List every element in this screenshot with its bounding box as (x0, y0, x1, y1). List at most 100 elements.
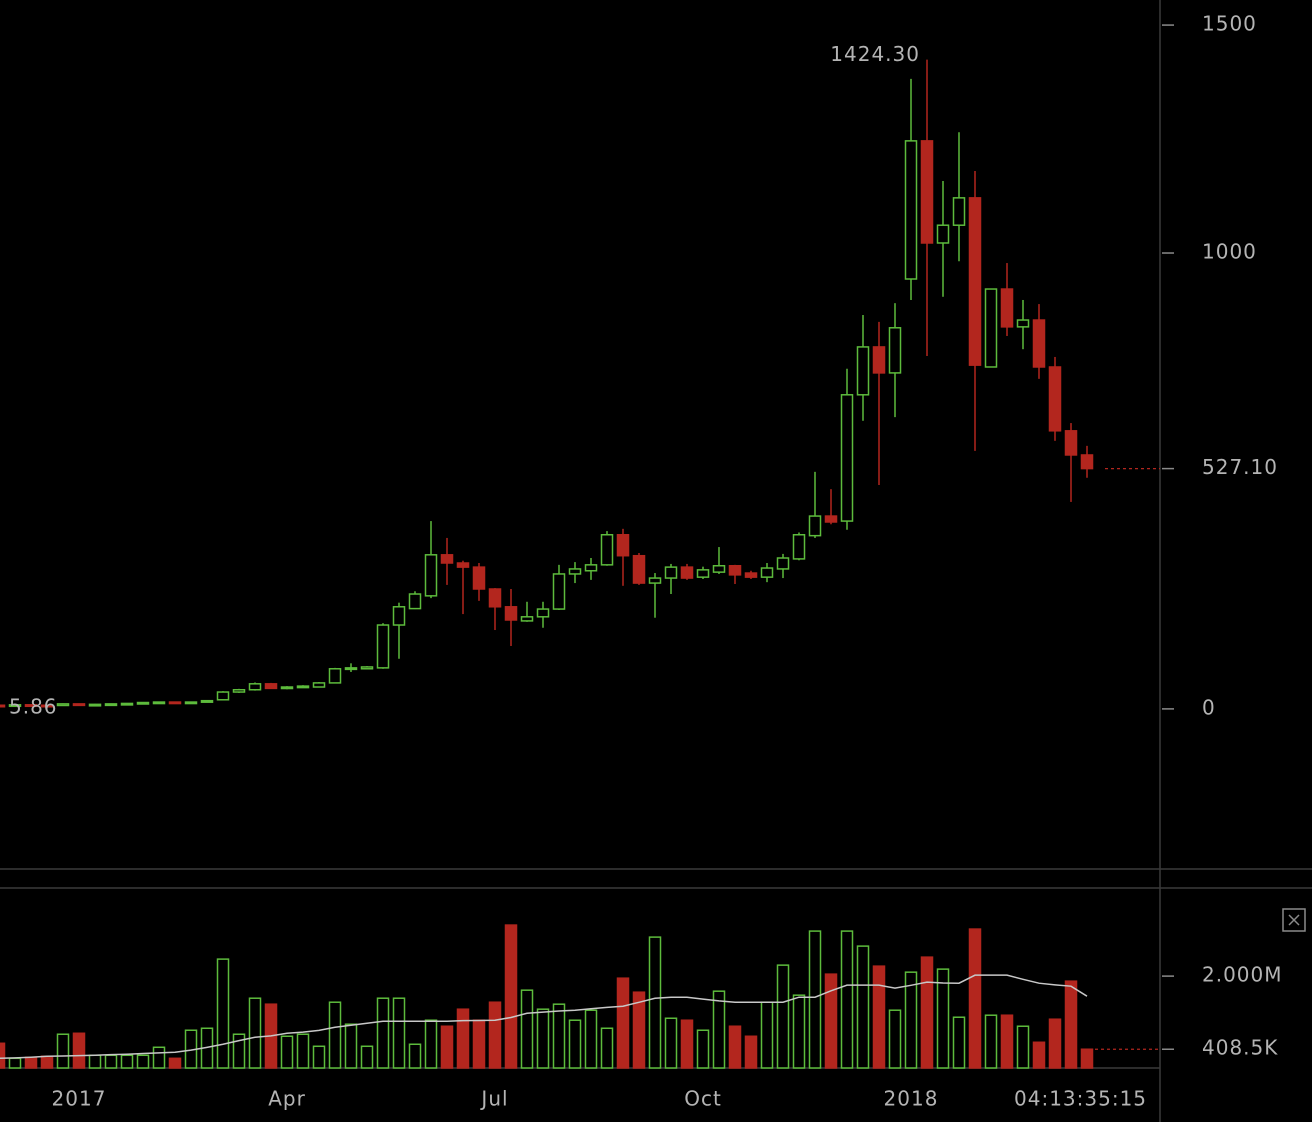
candle-body (40, 704, 54, 708)
candle-body (280, 686, 294, 690)
countdown: 04:13:35:15 (1014, 1087, 1147, 1111)
candle-body (24, 704, 38, 708)
volume-bar (104, 1054, 118, 1069)
candle-body (552, 573, 566, 610)
volume-bar (152, 1046, 166, 1069)
candle-body (1048, 366, 1062, 432)
volume-bar (232, 1033, 246, 1069)
volume-bar (344, 1023, 358, 1069)
candle-body (728, 565, 742, 576)
candle-body (904, 140, 918, 280)
candle-body (744, 572, 758, 578)
candle-body (1080, 454, 1094, 470)
candle-body (856, 346, 870, 396)
x-tick-label: Jul (479, 1087, 508, 1111)
volume-bar (24, 1056, 38, 1069)
candle-body (968, 197, 982, 366)
volume-bar (1000, 1014, 1014, 1069)
candle-body (200, 699, 214, 703)
candle-body (1064, 430, 1078, 456)
y-tick-label: 2.000M (1202, 963, 1283, 987)
volume-bar (584, 1009, 598, 1069)
candle-body (72, 703, 86, 707)
y-tick-label: 1000 (1202, 240, 1257, 264)
close-icon[interactable] (1288, 914, 1300, 926)
candle-body (536, 608, 550, 618)
volume-bar (424, 1019, 438, 1069)
candle-body (840, 394, 854, 522)
volume-bar (648, 936, 662, 1069)
candle-body (184, 701, 198, 705)
candle-body (504, 606, 518, 621)
candle-body (920, 140, 934, 244)
candle-body (584, 564, 598, 572)
candle-body (888, 327, 902, 374)
volume-bar (312, 1045, 326, 1069)
candle-body (408, 593, 422, 610)
volume-bar (728, 1025, 742, 1069)
volume-bar (888, 1009, 902, 1069)
volume-bar (824, 973, 838, 1069)
close-button[interactable] (1282, 908, 1306, 932)
candle-body (600, 534, 614, 566)
candle-body (168, 701, 182, 705)
candle-body (264, 683, 278, 690)
volume-bar (632, 991, 646, 1069)
volume-bar (776, 964, 790, 1069)
close-button-box[interactable] (1282, 908, 1306, 932)
candle-body (328, 668, 342, 684)
volume-bar (328, 1001, 342, 1069)
volume-bar (856, 945, 870, 1069)
volume-bar (296, 1033, 310, 1069)
price-annotation: 5.86 (9, 695, 58, 719)
candle-body (664, 566, 678, 579)
x-tick-label: 2017 (52, 1087, 107, 1111)
candle-body (680, 566, 694, 579)
candle-body (520, 616, 534, 622)
volume-bar (1016, 1025, 1030, 1069)
volume-bar (568, 1019, 582, 1069)
x-tick-label: 2018 (884, 1087, 939, 1111)
volume-bar (664, 1017, 678, 1069)
candle-body (648, 577, 662, 584)
candle-body (152, 701, 166, 705)
candle-body (456, 562, 470, 568)
x-tick-label: Apr (268, 1087, 306, 1111)
volume-bar (168, 1057, 182, 1069)
volume-bar (72, 1032, 86, 1069)
candle-body (216, 691, 230, 701)
candle-body (296, 685, 310, 689)
volume-bar (984, 1014, 998, 1069)
candle-body (8, 704, 22, 708)
volume-bar (360, 1045, 374, 1069)
candle-body (232, 689, 246, 693)
candle-body (248, 683, 262, 691)
candle-body (568, 568, 582, 575)
candle-body (472, 566, 486, 590)
volume-bar (952, 1016, 966, 1069)
volume-bar (456, 1008, 470, 1069)
volume-bar (936, 968, 950, 1069)
candle-body (120, 702, 134, 706)
candle-body (696, 569, 710, 578)
volume-bar (8, 1057, 22, 1069)
volume-bar (872, 965, 886, 1069)
volume-bar (696, 1029, 710, 1069)
volume-bar (376, 997, 390, 1069)
y-tick-label: 0 (1202, 695, 1216, 719)
candle-body (136, 701, 150, 705)
volume-bar (1032, 1041, 1046, 1069)
volume-bar (792, 994, 806, 1069)
candle-body (760, 567, 774, 578)
volume-bar (840, 930, 854, 1069)
candle-body (1000, 288, 1014, 328)
volume-bar (216, 958, 230, 1069)
volume-bar (680, 1019, 694, 1069)
volume-bar (552, 1003, 566, 1069)
last-value-label: 408.5K (1202, 1036, 1278, 1060)
candle-body (616, 534, 630, 557)
volume-bar (40, 1055, 54, 1069)
volume-bar (600, 1027, 614, 1069)
